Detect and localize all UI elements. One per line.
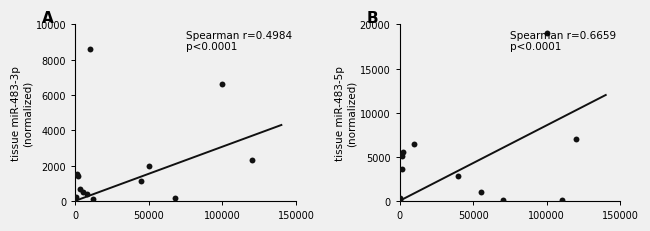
Point [77, 190, 88, 194]
Point [398, 151, 408, 155]
Text: A: A [42, 11, 54, 26]
Y-axis label: tissue miR-483-5p
(normalized): tissue miR-483-5p (normalized) [335, 66, 357, 160]
Point [409, 143, 419, 147]
Point [396, 153, 406, 157]
Point [82, 192, 92, 196]
Point [571, 138, 582, 141]
Point [541, 32, 552, 36]
Point [217, 83, 228, 87]
Point [556, 198, 567, 202]
Text: Spearman r=0.4984
p<0.0001: Spearman r=0.4984 p<0.0001 [186, 30, 292, 52]
Point [453, 175, 463, 178]
Text: B: B [367, 11, 378, 26]
Point [475, 190, 486, 194]
Point [84, 48, 95, 52]
Point [70, 197, 81, 201]
Point [136, 180, 147, 183]
Point [247, 159, 257, 162]
Point [73, 175, 83, 178]
Point [88, 197, 98, 201]
Point [74, 187, 85, 191]
Point [170, 197, 181, 200]
Point [71, 196, 81, 199]
Text: Spearman r=0.6659
p<0.0001: Spearman r=0.6659 p<0.0001 [510, 30, 616, 52]
Y-axis label: tissue miR-483-3p
(normalized): tissue miR-483-3p (normalized) [11, 66, 32, 160]
Point [395, 197, 406, 200]
Point [397, 167, 408, 171]
Point [395, 198, 405, 202]
Point [396, 154, 407, 158]
Point [72, 173, 82, 176]
Point [144, 164, 154, 168]
Point [497, 198, 508, 202]
